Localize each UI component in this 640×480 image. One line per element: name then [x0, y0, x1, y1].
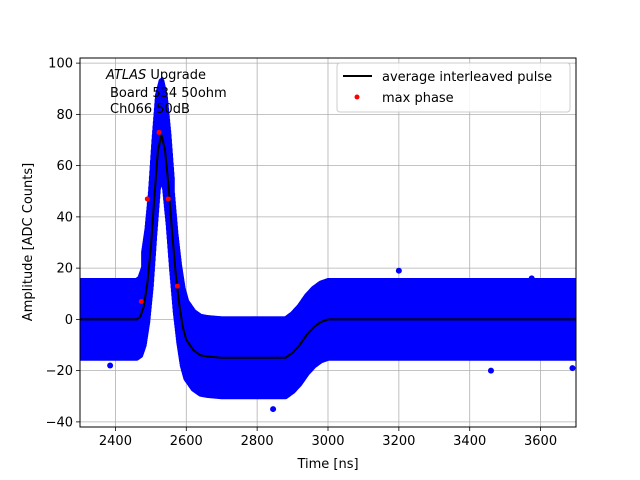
y-tick-label: −20	[46, 364, 73, 379]
annotation-line-2: Board 534 50ohm	[110, 86, 227, 101]
max-phase-group	[138, 129, 180, 304]
x-tick-label: 3600	[524, 434, 557, 449]
atlas-annotation: ATLAS Upgrade Board 534 50ohm Ch066 50dB	[105, 68, 227, 117]
legend-box	[336, 62, 571, 113]
sample-outlier-point	[395, 267, 402, 274]
sample-outlier-point	[528, 275, 535, 282]
y-tick-label: −40	[46, 415, 73, 430]
y-axis-label: Amplitude [ADC Counts]	[21, 163, 36, 321]
y-tick-label: 20	[56, 262, 73, 277]
legend: average interleaved pulse max phase	[336, 62, 571, 113]
y-tick-label: 100	[48, 57, 73, 72]
y-tick-label: 0	[65, 313, 73, 328]
legend-dot-swatch	[354, 94, 360, 100]
annotation-line-1: ATLAS Upgrade	[105, 68, 206, 83]
max-phase-point	[138, 298, 144, 304]
sample-outlier-point	[569, 365, 576, 372]
x-tick-label: 3000	[311, 434, 344, 449]
sample-outlier-point	[487, 367, 494, 374]
sample-outlier-point	[107, 362, 114, 369]
x-tick-label: 3200	[382, 434, 415, 449]
x-tick-label: 3400	[453, 434, 486, 449]
annotation-upgrade: Upgrade	[146, 68, 206, 83]
average-pulse-line	[80, 134, 576, 359]
annotation-atlas: ATLAS	[105, 68, 146, 83]
x-axis-label: Time [ns]	[296, 457, 358, 472]
x-tick-label: 2800	[241, 434, 274, 449]
average-pulse-group	[80, 134, 576, 359]
y-axis: −40 −20 0 20 40 60 80 100	[46, 57, 80, 430]
x-tick-label: 2600	[170, 434, 203, 449]
legend-max-phase-label: max phase	[382, 91, 454, 106]
max-phase-point	[144, 196, 150, 202]
y-tick-label: 40	[56, 210, 73, 225]
max-phase-point	[156, 129, 162, 135]
y-tick-label: 80	[56, 108, 73, 123]
max-phase-point	[165, 196, 171, 202]
max-phase-point	[174, 283, 180, 289]
x-axis: 2400 2600 2800 3000 3200 3400 3600	[99, 427, 557, 449]
y-tick-label: 60	[56, 159, 73, 174]
legend-average-label: average interleaved pulse	[382, 70, 552, 85]
annotation-line-3: Ch066 50dB	[110, 102, 190, 117]
x-tick-label: 2400	[99, 434, 132, 449]
sample-outlier-point	[270, 406, 277, 413]
